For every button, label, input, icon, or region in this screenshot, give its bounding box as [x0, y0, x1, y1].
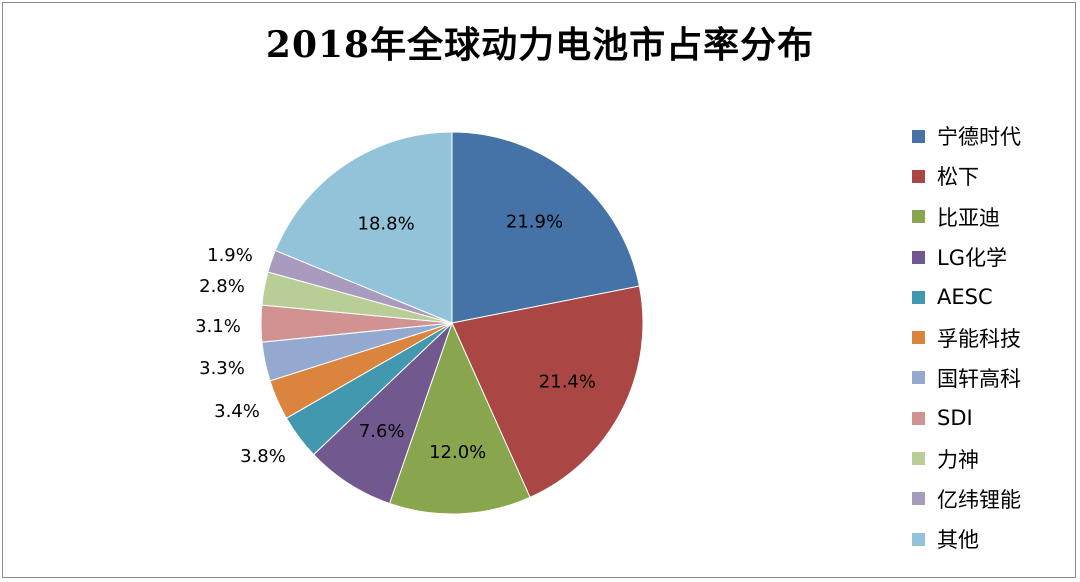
- legend-swatch: [912, 371, 925, 385]
- pie-slice: [388, 321, 531, 515]
- legend-label: 其他: [937, 528, 979, 553]
- data-label: 2.8%: [199, 276, 245, 297]
- pie-slice: [274, 131, 453, 324]
- legend-label: 亿纬锂能: [937, 487, 1021, 512]
- legend-swatch: [912, 452, 925, 466]
- legend-label: AESC: [937, 285, 993, 310]
- legend-label: 力神: [937, 447, 979, 472]
- legend-item: AESC: [912, 277, 1021, 317]
- legend-swatch: [912, 492, 925, 506]
- legend-label: SDI: [937, 406, 973, 431]
- data-label: 7.6%: [359, 421, 405, 442]
- legend-item: 松下: [912, 156, 1021, 196]
- legend-swatch: [912, 532, 925, 546]
- legend-label: 国轩高科: [937, 366, 1021, 391]
- legend-swatch: [912, 331, 925, 345]
- legend-label: 宁德时代: [937, 125, 1021, 150]
- data-label: 18.8%: [358, 214, 415, 235]
- legend-item: 国轩高科: [912, 358, 1021, 398]
- data-label: 21.9%: [506, 212, 563, 233]
- data-label: 21.4%: [539, 372, 596, 393]
- pie-data-labels: 21.9% 21.4% 12.0% 7.6% 3.8% 3.4% 3.3% 3.1% 2.8% 1…: [195, 212, 596, 467]
- legend-item: 孚能科技: [912, 317, 1021, 357]
- legend-label: 比亚迪: [937, 205, 1000, 230]
- legend-swatch: [912, 411, 925, 425]
- legend-label: 孚能科技: [937, 326, 1021, 351]
- legend-swatch: [912, 250, 925, 264]
- data-label: 1.9%: [207, 245, 253, 266]
- legend-item: 宁德时代: [912, 116, 1021, 156]
- legend-label: LG化学: [937, 246, 1007, 271]
- chart-legend: 宁德时代松下比亚迪 LG化学 AESC 孚能科技国轩高科 SDI 力神亿纬锂能其他: [912, 116, 1021, 559]
- legend-swatch: [912, 129, 925, 143]
- pie-slice: [451, 285, 644, 498]
- legend-item: 其他: [912, 519, 1021, 559]
- data-label: 3.1%: [195, 316, 241, 337]
- chart-title: 2018年全球动力电池市占率分布: [265, 24, 815, 66]
- data-label: 12.0%: [429, 442, 486, 463]
- legend-swatch: [912, 169, 925, 183]
- pie-slices: [260, 131, 644, 515]
- data-label: 3.8%: [240, 446, 286, 467]
- legend-item: 亿纬锂能: [912, 479, 1021, 519]
- data-label: 3.3%: [199, 358, 245, 379]
- legend-label: 松下: [937, 165, 979, 190]
- legend-swatch: [912, 210, 925, 224]
- legend-item: LG化学: [912, 237, 1021, 277]
- legend-item: 力神: [912, 438, 1021, 478]
- legend-swatch: [912, 290, 925, 304]
- legend-item: SDI: [912, 398, 1021, 438]
- legend-item: 比亚迪: [912, 197, 1021, 237]
- pie-slice: [451, 131, 640, 324]
- data-label: 3.4%: [214, 401, 260, 422]
